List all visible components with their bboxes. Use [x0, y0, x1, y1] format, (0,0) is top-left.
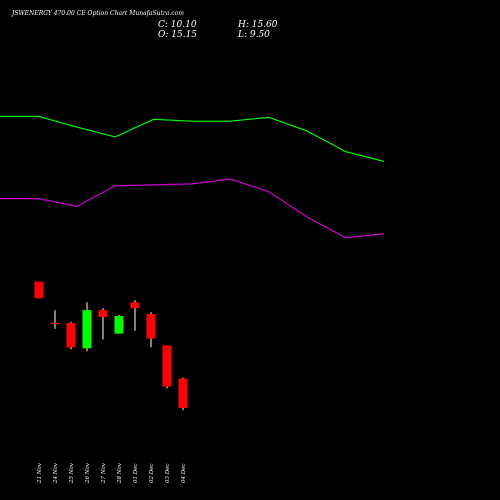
candle-body [82, 310, 92, 349]
candle-body [162, 345, 172, 387]
low-value: L: 9.50 [238, 30, 270, 40]
date-tick-label: 28 Nov [117, 462, 123, 484]
upper-band-line [0, 115, 385, 162]
date-tick-label: 03 Dec [165, 464, 171, 484]
date-tick-label: 26 Nov [85, 462, 91, 484]
date-tick-label: 04 Dec [181, 464, 187, 484]
date-tick-label: 01 Dec [133, 464, 139, 484]
lower-band-line [0, 178, 385, 239]
candle-body [146, 314, 156, 339]
chart-title: JSWENERGY 470.00 CE Option Chart MunafaS… [12, 10, 184, 17]
close-value: C: 10.10 [158, 20, 197, 30]
date-tick-label: 02 Dec [149, 464, 155, 484]
high-value: H: 15.60 [238, 20, 278, 30]
candle-body [66, 322, 76, 348]
date-tick-label: 21 Nov [37, 462, 43, 484]
date-tick-label: 24 Nov [53, 462, 59, 484]
candle-body [130, 302, 140, 309]
date-tick-label: 27 Nov [101, 462, 107, 484]
candle-body [178, 378, 188, 408]
candle-body [98, 310, 108, 317]
candle-body [114, 316, 124, 334]
candle-body [50, 322, 60, 325]
open-value: O: 15.15 [158, 30, 198, 40]
candle-body [34, 281, 44, 299]
date-tick-label: 25 Nov [69, 462, 75, 484]
